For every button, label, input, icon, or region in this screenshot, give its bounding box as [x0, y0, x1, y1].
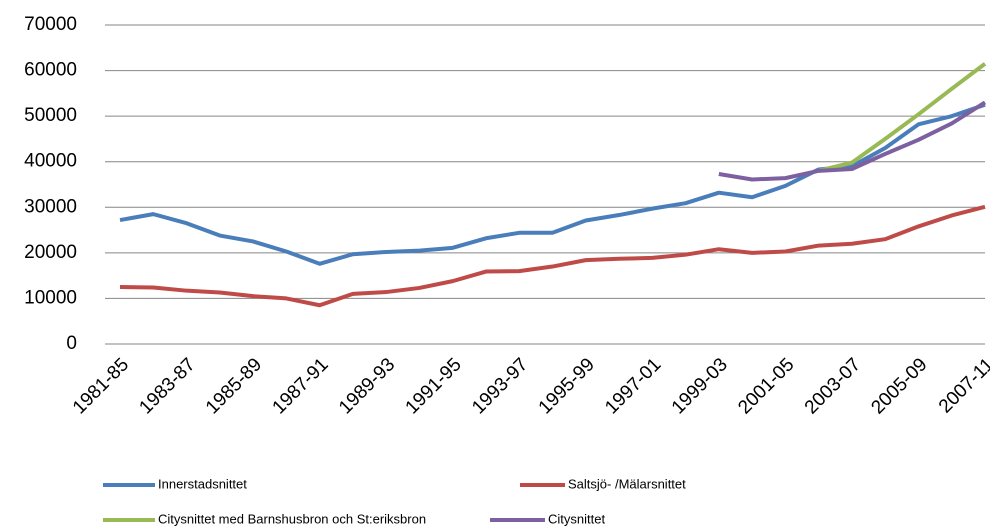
x-tick-label: 1993-97: [468, 354, 532, 418]
legend-label: Saltsjö- /Mälarsnittet: [568, 476, 686, 491]
x-tick-label: 1997-01: [601, 354, 665, 418]
x-tick-label: 1985-89: [202, 354, 266, 418]
y-tick-label: 40000: [24, 151, 77, 172]
legend-label: Citysnittet med Barnshusbron och St:erik…: [158, 511, 426, 526]
legend-label: Citysnittet: [548, 511, 605, 526]
y-tick-label: 30000: [24, 196, 77, 217]
x-tick-label: 2005-09: [867, 354, 931, 418]
x-tick-label: 2007-11: [935, 354, 990, 417]
series-line: [818, 62, 987, 173]
y-tick-label: 0: [66, 333, 77, 354]
x-tick-label: 1989-93: [335, 354, 399, 418]
legend-label: Innerstadsnittet: [158, 476, 247, 491]
x-tick-label: 1983-87: [135, 354, 199, 418]
series-line: [119, 204, 986, 308]
x-tick-label: 1995-99: [535, 354, 599, 418]
series-line: [119, 102, 986, 266]
series-line: [718, 100, 987, 182]
x-tick-label: 2001-05: [734, 354, 798, 418]
x-tick-label: 1987-91: [269, 354, 333, 418]
y-tick-label: 60000: [24, 60, 77, 81]
x-tick-label: 1981-85: [69, 354, 133, 418]
x-tick-label: 2003-07: [801, 354, 865, 418]
y-tick-label: 10000: [24, 287, 77, 308]
x-tick-label: 1999-03: [668, 354, 732, 418]
y-tick-label: 50000: [24, 105, 77, 126]
y-tick-label: 20000: [24, 242, 77, 263]
x-tick-label: 1991-95: [402, 354, 466, 418]
y-tick-label: 70000: [24, 14, 77, 35]
